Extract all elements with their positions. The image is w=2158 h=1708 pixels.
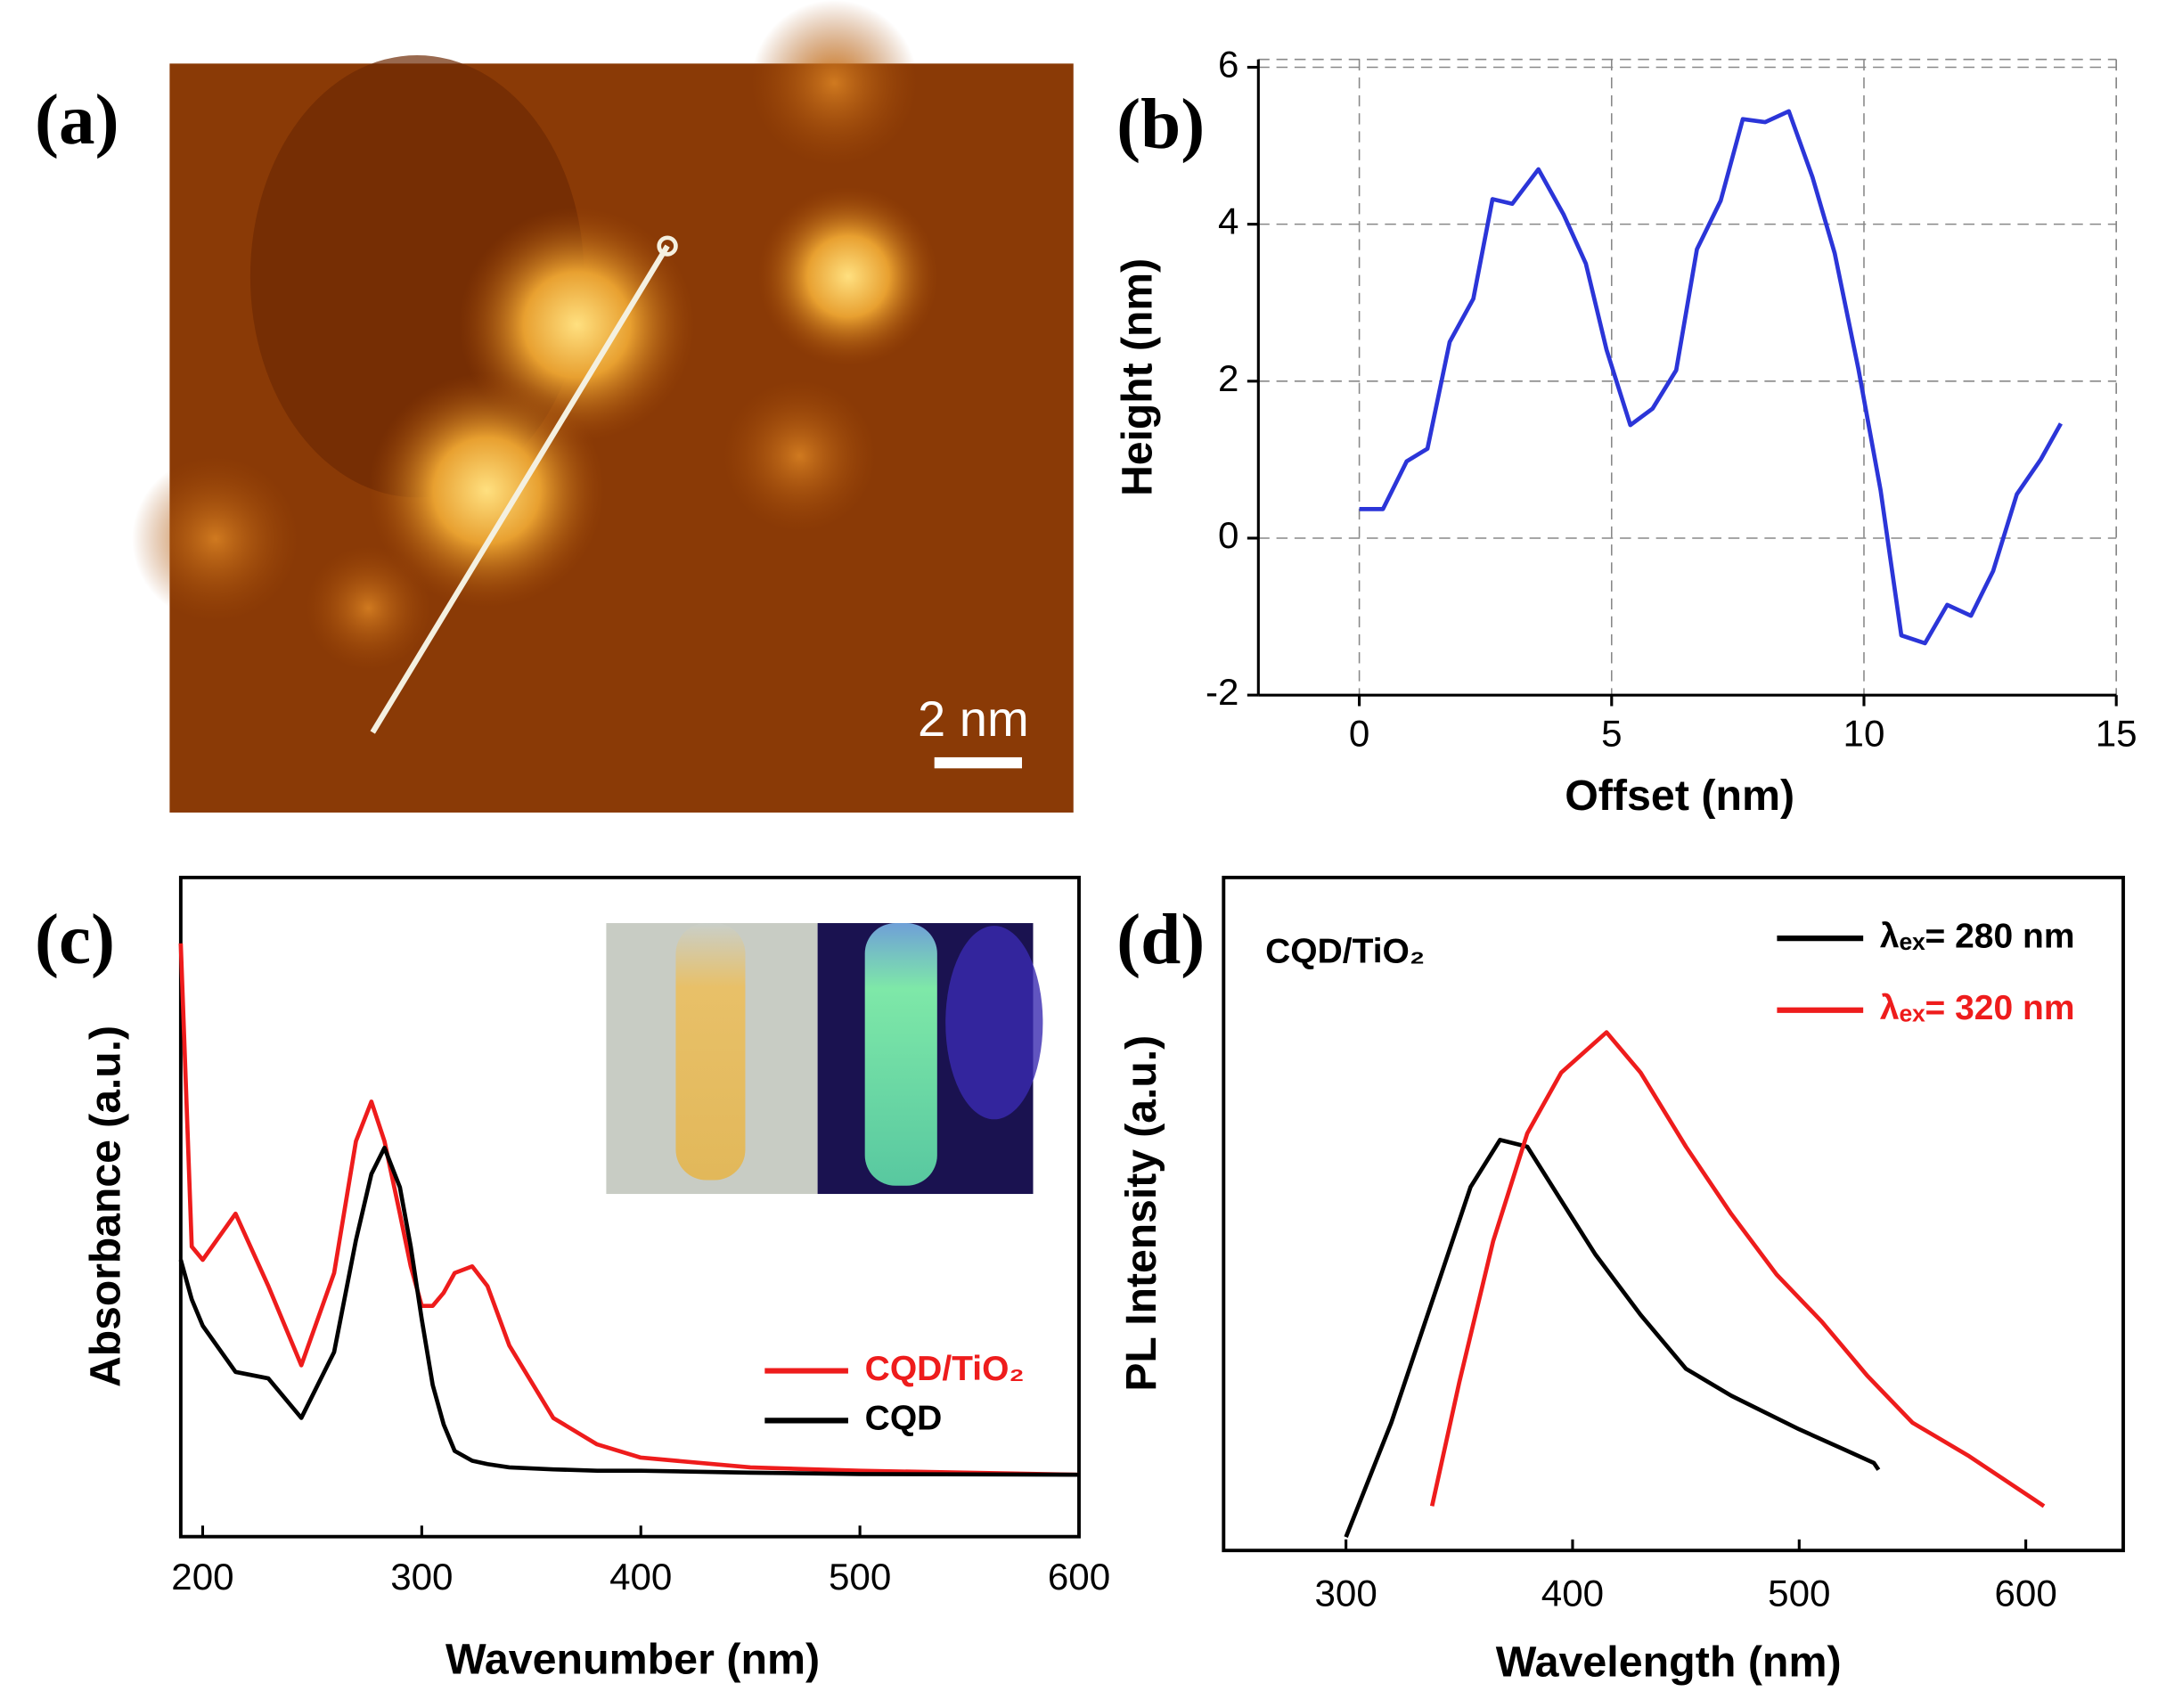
data-line <box>1429 1030 2046 1508</box>
data-line <box>1344 1138 1881 1538</box>
x-axis-title: Wavelength (nm) <box>1496 1639 1842 1687</box>
panel-label: (c) <box>35 900 115 979</box>
afm-image <box>132 0 1074 813</box>
y-axis-title: Height (nm) <box>1113 258 1161 496</box>
data-line <box>1359 109 2063 646</box>
panel-label: (b) <box>1116 85 1205 164</box>
x-tick-label: 400 <box>1541 1573 1604 1614</box>
x-axis-title: Wavenumber (nm) <box>445 1636 820 1684</box>
scale-bar-label: 2 nm <box>918 691 1029 747</box>
legend-label: CQD/TiO₂ <box>865 1350 1025 1388</box>
inset-photo <box>606 923 1043 1195</box>
x-tick-label: 0 <box>1349 713 1369 755</box>
y-tick-label: 6 <box>1218 44 1238 86</box>
y-axis-title: Absorbance (a.u.) <box>81 1026 129 1387</box>
y-tick-label: -2 <box>1206 671 1238 713</box>
data-line <box>178 1145 1080 1477</box>
x-tick-label: 200 <box>171 1556 233 1598</box>
x-tick-label: 400 <box>609 1556 672 1598</box>
x-tick-label: 600 <box>1994 1573 2056 1614</box>
plot-frame <box>1222 875 2125 1553</box>
plot-frame <box>178 875 1081 1539</box>
legend-label: λₑₓ= 280 nm <box>1880 917 2075 955</box>
x-tick-label: 600 <box>1048 1556 1110 1598</box>
y-tick-label: 0 <box>1218 514 1238 556</box>
panel-label: (a) <box>35 80 119 159</box>
x-axis-title: Offset (nm) <box>1565 772 1794 820</box>
legend-label: CQD <box>865 1400 943 1438</box>
y-tick-label: 4 <box>1218 200 1238 242</box>
x-tick-label: 500 <box>829 1556 891 1598</box>
x-tick-label: 10 <box>1843 713 1885 755</box>
x-tick-label: 300 <box>390 1556 453 1598</box>
x-tick-label: 5 <box>1601 713 1622 755</box>
annotation: CQD/TiO₂ <box>1265 933 1425 971</box>
y-tick-label: 2 <box>1218 357 1238 399</box>
x-tick-label: 15 <box>2096 713 2138 755</box>
x-tick-label: 500 <box>1768 1573 1830 1614</box>
y-axis-title: PL Intensity (a.u.) <box>1117 1035 1165 1392</box>
legend-label: λₑₓ= 320 nm <box>1880 989 2075 1027</box>
x-tick-label: 300 <box>1314 1573 1377 1614</box>
panel-label: (d) <box>1116 900 1205 979</box>
